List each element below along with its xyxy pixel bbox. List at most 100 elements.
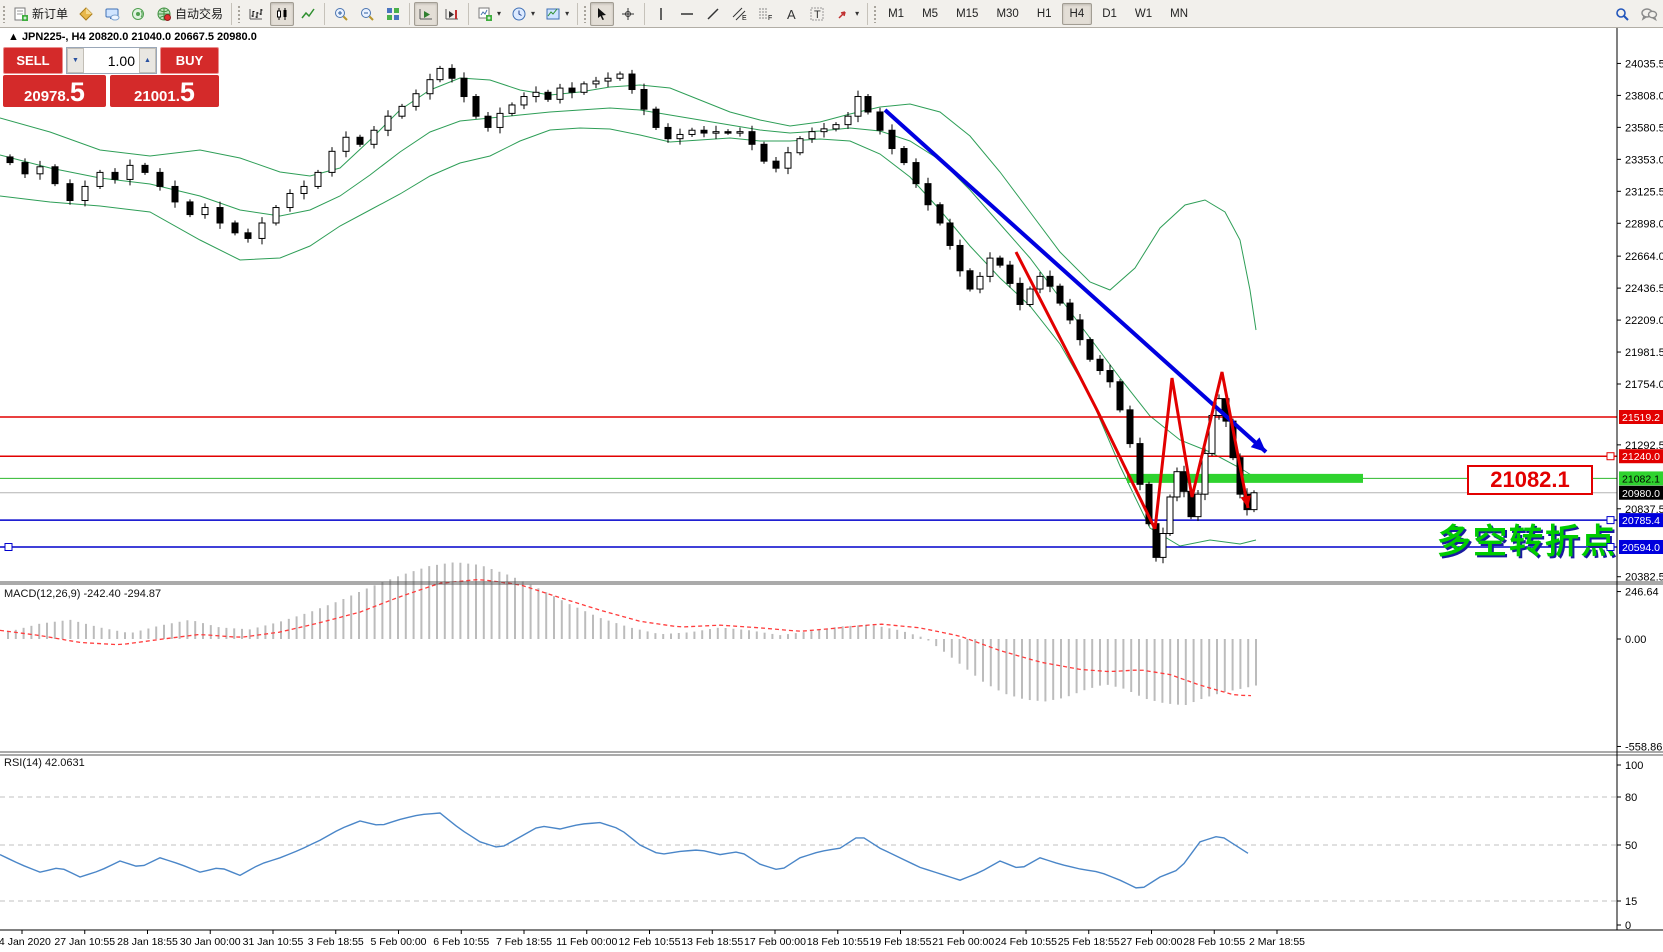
cursor-tool-button[interactable]: [590, 1, 615, 26]
macd-indicator-label: MACD(12,26,9) -242.40 -294.87: [4, 588, 162, 600]
vertical-line-tool-button[interactable]: [649, 2, 673, 26]
dropdown-caret: ▾: [531, 9, 536, 18]
svg-text:21082.1: 21082.1: [1622, 473, 1660, 485]
svg-text:20980.0: 20980.0: [1622, 488, 1660, 500]
chat-button[interactable]: [1636, 2, 1662, 26]
search-button[interactable]: [1610, 2, 1634, 26]
buy-price-dot: .: [175, 88, 180, 105]
rsi-axis-label: 50: [1625, 840, 1637, 852]
macd-panel: [0, 562, 1257, 706]
axis-label: 22898.0: [1625, 218, 1663, 230]
macd-axis-label: 0.00: [1625, 634, 1646, 646]
timeframe-m15-button[interactable]: M15: [956, 7, 979, 20]
buy-button[interactable]: BUY: [160, 47, 219, 74]
label-tool-button[interactable]: T: [805, 2, 829, 26]
tile-windows-icon: [387, 7, 400, 20]
volume-spinner: ▼ 1.00 ▲: [66, 47, 157, 74]
time-label: 30 Jan 00:00: [180, 936, 241, 948]
rsi-axis-label: 100: [1625, 760, 1643, 772]
price-box-annotation[interactable]: 21082.1: [1467, 465, 1593, 495]
timeframe-h1-button[interactable]: H1: [1036, 7, 1052, 20]
new-order-icon: [14, 7, 28, 21]
time-label: 19 Feb 18:55: [870, 936, 932, 948]
timeframe-mn-button[interactable]: MN: [1170, 7, 1189, 20]
sonar-icon: [132, 7, 145, 20]
fibonacci-tool-button[interactable]: F: [753, 2, 777, 26]
horizontal-line-tool-button[interactable]: [675, 2, 699, 26]
horizontal-lines[interactable]: [0, 416, 1617, 548]
sound-button[interactable]: [126, 2, 150, 26]
time-label: 31 Jan 10:55: [243, 936, 304, 948]
candlestick-icon: [277, 7, 287, 20]
time-label: 24 Jan 2020: [0, 936, 51, 948]
auto-trading-button[interactable]: 自动交易: [152, 2, 227, 26]
text-tool-button[interactable]: A: [779, 2, 803, 26]
toolbar-grip: [2, 4, 6, 23]
time-label: 5 Feb 00:00: [370, 936, 426, 948]
crosshair-tool-button[interactable]: [616, 2, 640, 26]
volume-value[interactable]: 1.00: [84, 48, 139, 73]
search-icon: [1616, 7, 1629, 21]
red-downtrend-line: [1014, 251, 1157, 530]
new-chart-button[interactable]: ▾: [473, 2, 505, 26]
tile-windows-button[interactable]: [381, 2, 405, 26]
equidistant-channel-tool-button[interactable]: E: [727, 2, 751, 26]
rsi-axis-label: 15: [1625, 896, 1637, 908]
auto-scroll-button[interactable]: [414, 1, 439, 26]
timeframe-d1-button[interactable]: D1: [1102, 7, 1117, 20]
volume-decrease-button[interactable]: ▼: [67, 48, 84, 73]
line-handle[interactable]: [4, 542, 13, 551]
sell-price-display[interactable]: 20978. 5: [3, 75, 106, 107]
svg-text:20785.4: 20785.4: [1622, 515, 1660, 527]
dropdown-caret: ▾: [497, 9, 502, 18]
svg-text:F: F: [768, 15, 772, 22]
market-watch-button[interactable]: [74, 2, 98, 26]
trendlines[interactable]: [883, 108, 1268, 530]
time-label: 24 Feb 10:55: [995, 936, 1057, 948]
blue-downtrend-line: [883, 108, 1268, 454]
new-order-label: 新订单: [32, 7, 69, 21]
trendline-tool-button[interactable]: [701, 2, 725, 26]
time-label: 25 Feb 18:55: [1058, 936, 1120, 948]
sell-button[interactable]: SELL: [3, 47, 63, 74]
axis-label: 21981.5: [1625, 347, 1663, 359]
buy-price-display[interactable]: 21001. 5: [110, 75, 219, 107]
volume-increase-button[interactable]: ▲: [139, 48, 156, 73]
axis-label-partial: 20837.5: [1625, 504, 1663, 516]
timeframe-m5-button[interactable]: M5: [922, 7, 939, 20]
toolbar-separator: [468, 2, 470, 25]
line-chart-icon: [301, 8, 315, 18]
zoom-in-button[interactable]: [329, 2, 353, 26]
bollinger-upper: [0, 77, 1257, 331]
svg-text:21519.2: 21519.2: [1622, 412, 1660, 424]
chart-period-button[interactable]: ▾: [507, 2, 539, 26]
line-chart-mode-button[interactable]: [296, 2, 320, 26]
dropdown-caret: ▾: [565, 9, 570, 18]
vertical-line-icon: [660, 7, 662, 20]
sell-price-dot: .: [65, 88, 70, 105]
arrows-tool-button[interactable]: ▾: [831, 2, 863, 26]
zoom-out-button[interactable]: [355, 2, 379, 26]
bar-chart-mode-button[interactable]: [244, 2, 268, 26]
timeframe-m1-button[interactable]: M1: [888, 7, 905, 20]
charts-window-button[interactable]: [100, 2, 124, 26]
time-label: 11 Feb 00:00: [556, 936, 617, 948]
toolbar-separator: [231, 2, 233, 25]
templates-button[interactable]: ▾: [541, 2, 573, 26]
rsi-line: [0, 812, 1249, 889]
timeframe-m30-button[interactable]: M30: [996, 7, 1019, 20]
new-chart-icon: [478, 7, 493, 21]
timeframe-w1-button[interactable]: W1: [1134, 7, 1153, 20]
buy-price-main: 21001: [134, 88, 176, 105]
annotation-text: 多空转折点: [1437, 523, 1617, 561]
svg-text:21240.0: 21240.0: [1622, 451, 1660, 463]
timeframe-h4-button[interactable]: H4: [1061, 2, 1093, 25]
red-zigzag-line: [1153, 371, 1250, 530]
new-order-button[interactable]: 新订单: [9, 2, 72, 26]
chart-shift-button[interactable]: [440, 2, 464, 26]
candlestick-mode-button[interactable]: [270, 1, 295, 26]
macd-axis-label: 246.64: [1625, 587, 1659, 599]
